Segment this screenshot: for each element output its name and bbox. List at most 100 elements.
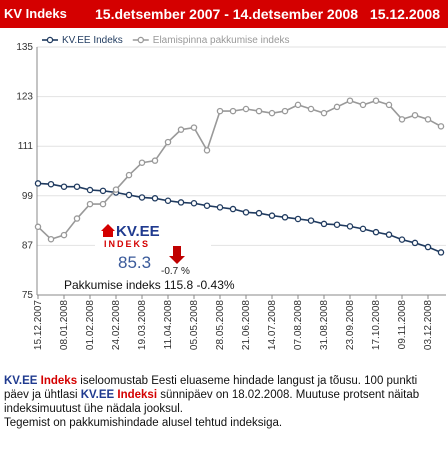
- point: [177, 126, 185, 133]
- inset-value: 85.3: [118, 253, 151, 272]
- point: [294, 101, 302, 109]
- point: [190, 124, 198, 131]
- point: [411, 239, 419, 247]
- y-tick-label: 111: [18, 141, 34, 152]
- legend-marker: [137, 36, 145, 44]
- point: [86, 200, 94, 208]
- point: [281, 107, 289, 115]
- point: [255, 209, 263, 217]
- point: [424, 116, 432, 123]
- point: [320, 220, 328, 228]
- point: [372, 97, 380, 104]
- text: KV.EE: [80, 389, 115, 401]
- inset-logo: KV.EE: [116, 223, 160, 240]
- point: [424, 243, 432, 251]
- point: [125, 171, 133, 179]
- point: [229, 205, 237, 213]
- point: [138, 159, 146, 166]
- point: [385, 231, 393, 238]
- description: KV.EE Indeks iseloomustab Eesti eluaseme…: [4, 374, 444, 430]
- point: [294, 215, 302, 223]
- header-name: KV Indeks: [4, 6, 67, 21]
- point: [398, 116, 406, 123]
- point: [307, 105, 315, 113]
- x-tick-label: 07.08.2008: [293, 300, 304, 350]
- inset-logo-sub: INDEKS: [104, 239, 150, 249]
- header: KV Indeks 15.detsember 2007 - 14.detsemb…: [0, 0, 448, 28]
- inset-offer: Pakkumise indeks 115.8 -0.43%: [64, 278, 235, 292]
- point: [437, 249, 445, 256]
- x-tick-label: 31.08.2008: [319, 300, 330, 350]
- point: [242, 105, 250, 113]
- point: [216, 107, 224, 115]
- point: [164, 197, 172, 205]
- offer-bg: [62, 278, 252, 292]
- point: [60, 183, 68, 190]
- point: [255, 107, 263, 115]
- point: [60, 231, 68, 239]
- point: [99, 187, 107, 195]
- text: iseloomustab Eesti eluaseme hindade lang…: [4, 375, 418, 401]
- point: [138, 194, 146, 201]
- point: [99, 200, 107, 208]
- description-p1: KV.EE Indeks iseloomustab Eesti eluaseme…: [4, 374, 444, 416]
- point: [112, 186, 120, 193]
- point: [437, 123, 445, 130]
- point: [346, 97, 354, 104]
- point: [411, 111, 419, 119]
- point: [229, 107, 237, 115]
- x-tick-label: 23.09.2008: [345, 300, 356, 350]
- point: [216, 204, 224, 211]
- point: [320, 109, 328, 117]
- header-period: 15.detsember 2007 - 14.detsember 2008: [95, 6, 359, 22]
- point: [125, 191, 133, 199]
- point: [73, 183, 81, 190]
- point: [190, 199, 198, 207]
- legend-label: Elamispinna pakkumise indeks: [153, 35, 290, 46]
- text: KV.EE: [4, 375, 38, 387]
- point: [359, 225, 367, 233]
- point: [86, 186, 94, 194]
- x-tick-label: 05.05.2008: [189, 300, 200, 350]
- point: [398, 236, 406, 243]
- point: [242, 209, 250, 216]
- point: [346, 223, 354, 230]
- point: [385, 101, 393, 109]
- point: [151, 195, 159, 202]
- point: [333, 103, 341, 111]
- y-tick-label: 135: [16, 42, 33, 53]
- point: [73, 215, 81, 222]
- x-tick-label: 14.07.2008: [267, 300, 278, 350]
- x-tick-label: 15.12.2007: [33, 300, 44, 350]
- point: [151, 157, 159, 164]
- inset: KV.EE INDEKS 85.3 -0.7 % Pakkumise indek…: [62, 214, 252, 292]
- y-tick-label: 123: [16, 92, 33, 103]
- point: [34, 180, 42, 187]
- description-p2: Tegemist on pakkumishindade alusel tehtu…: [4, 417, 283, 429]
- down-arrow: [169, 246, 185, 264]
- point: [268, 109, 276, 117]
- point: [359, 101, 367, 109]
- chart: 75 87 99 111 123 135 15.12.2007 08.01.2008 01.02…: [16, 35, 446, 350]
- point: [307, 217, 315, 224]
- x-tick-label: 24.02.2008: [111, 300, 122, 350]
- point: [268, 212, 276, 219]
- point: [34, 223, 42, 231]
- logo-house: [101, 224, 115, 237]
- point: [164, 138, 172, 146]
- legend-label: KV.EE Indeks: [62, 35, 123, 46]
- point: [203, 202, 211, 209]
- point: [333, 221, 341, 228]
- point: [203, 147, 211, 154]
- x-tick-label: 08.01.2008: [59, 300, 70, 350]
- text: Indeks: [37, 375, 78, 387]
- header-date: 15.12.2008: [369, 6, 440, 22]
- x-tick-label: 17.10.2008: [371, 300, 382, 350]
- text: Indeksi: [114, 389, 158, 401]
- x-tick-label: 19.03.2008: [137, 300, 148, 350]
- x-tick-label: 21.06.2008: [241, 300, 252, 350]
- y-tick-label: 87: [22, 240, 34, 251]
- x-tick-label: 11.04.2008: [163, 300, 174, 350]
- legend-marker: [46, 36, 54, 44]
